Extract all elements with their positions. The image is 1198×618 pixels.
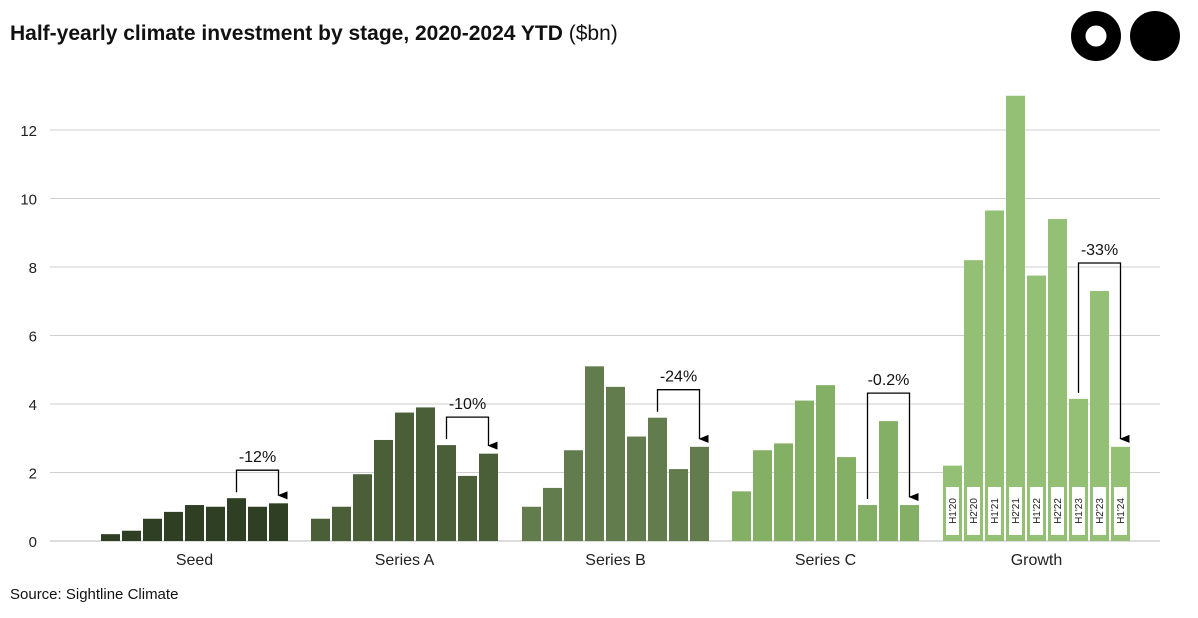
bar	[964, 260, 983, 541]
y-tick-label: 0	[29, 534, 37, 551]
period-label-box	[1030, 487, 1043, 535]
period-label: H1'24	[1116, 498, 1127, 524]
period-label: H1'21	[990, 498, 1001, 524]
period-label: H2'22	[1053, 498, 1064, 524]
period-label: H2'21	[1011, 498, 1022, 524]
bar	[374, 439, 393, 541]
bar	[332, 506, 351, 541]
x-category-label: Series A	[375, 552, 435, 569]
source-note: Source: Sightline Climate	[10, 586, 179, 603]
bar	[206, 506, 225, 541]
bar	[1048, 219, 1067, 542]
bar	[416, 407, 435, 541]
x-category-label: Growth	[1011, 552, 1063, 569]
bar	[437, 445, 456, 541]
bar	[837, 457, 856, 541]
bar	[143, 518, 162, 541]
bar	[690, 446, 709, 541]
y-tick-label: 10	[20, 192, 37, 209]
title-text: Half-yearly climate investment by stage,…	[10, 22, 563, 45]
period-label-box	[967, 487, 980, 535]
x-category-label: Seed	[176, 552, 213, 569]
y-tick-label: 12	[20, 123, 37, 140]
bar	[816, 385, 835, 541]
bar	[1006, 95, 1025, 541]
bar	[1027, 275, 1046, 541]
period-label-box	[1072, 487, 1085, 535]
period-label-box	[1114, 487, 1127, 535]
bar	[585, 366, 604, 541]
period-label-box	[988, 487, 1001, 535]
change-label: -10%	[449, 396, 486, 413]
bar	[353, 474, 372, 541]
bar	[774, 443, 793, 541]
bar	[522, 506, 541, 541]
period-label: H1'23	[1074, 498, 1085, 524]
period-label: H2'23	[1095, 498, 1106, 524]
period-label: H1'20	[948, 498, 959, 524]
title-unit: ($bn)	[568, 22, 618, 45]
y-tick-label: 8	[29, 260, 37, 277]
bar	[648, 417, 667, 541]
bar	[543, 487, 562, 541]
change-label: -24%	[660, 369, 697, 386]
change-arrow	[445, 416, 498, 450]
y-tick-label: 4	[29, 397, 37, 414]
bar	[753, 450, 772, 541]
bar	[227, 498, 246, 541]
bar	[458, 475, 477, 541]
bar	[1090, 290, 1109, 541]
change-arrow	[1077, 262, 1130, 443]
change-arrow	[235, 469, 288, 500]
bar	[122, 530, 141, 541]
period-label-box	[1009, 487, 1022, 535]
bar	[606, 386, 625, 541]
change-label: -33%	[1081, 242, 1118, 259]
chart-title: Half-yearly climate investment by stage,…	[10, 22, 618, 46]
y-tick-label: 2	[29, 466, 37, 483]
change-label: -0.2%	[868, 372, 910, 389]
bar	[101, 534, 120, 541]
bar	[311, 518, 330, 541]
bar	[858, 505, 877, 541]
bar	[269, 503, 288, 541]
x-category-label: Series C	[795, 552, 856, 569]
period-label-box	[946, 487, 959, 535]
bar	[395, 412, 414, 541]
change-arrow	[866, 392, 919, 502]
change-arrow	[656, 389, 709, 443]
bar	[479, 453, 498, 541]
period-label: H2'20	[969, 498, 980, 524]
bar	[900, 505, 919, 541]
period-label: H1'22	[1032, 498, 1043, 524]
bar	[564, 450, 583, 541]
bar	[248, 506, 267, 541]
x-category-label: Series B	[585, 552, 645, 569]
bar	[164, 511, 183, 541]
bar	[795, 400, 814, 541]
period-label-box	[1093, 487, 1106, 535]
bar	[185, 505, 204, 541]
bar	[879, 421, 898, 541]
y-tick-label: 6	[29, 329, 37, 346]
period-label-box	[1051, 487, 1064, 535]
bar	[669, 469, 688, 541]
change-label: -12%	[239, 449, 276, 466]
brand-logo	[1071, 11, 1180, 61]
bar	[732, 491, 751, 541]
bar	[627, 436, 646, 541]
bar	[985, 210, 1004, 542]
